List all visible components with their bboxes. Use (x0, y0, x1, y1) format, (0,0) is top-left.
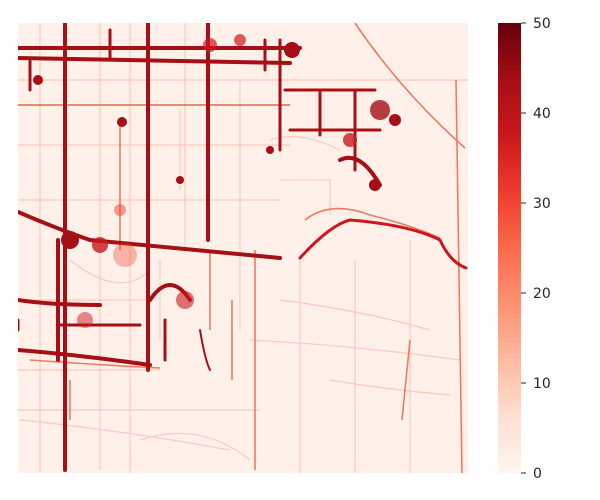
colorbar-tick-label: 20 (533, 286, 551, 302)
heatmap-plot-area (18, 23, 468, 473)
hotspot-clusters (33, 34, 401, 328)
colorbar-tick-label: 0 (533, 466, 542, 482)
colorbar-tick-label: 30 (533, 196, 551, 212)
colorbar-tick-label: 50 (533, 16, 551, 32)
heatmap-background (18, 23, 468, 473)
colorbar-tick-label: 10 (533, 376, 551, 392)
colorbar-ticks: 0 10 20 30 40 50 (521, 16, 551, 482)
colorbar-gradient (498, 23, 521, 473)
colorbar-tick-label: 40 (533, 106, 551, 122)
colorbar: 0 10 20 30 40 50 (498, 16, 551, 482)
